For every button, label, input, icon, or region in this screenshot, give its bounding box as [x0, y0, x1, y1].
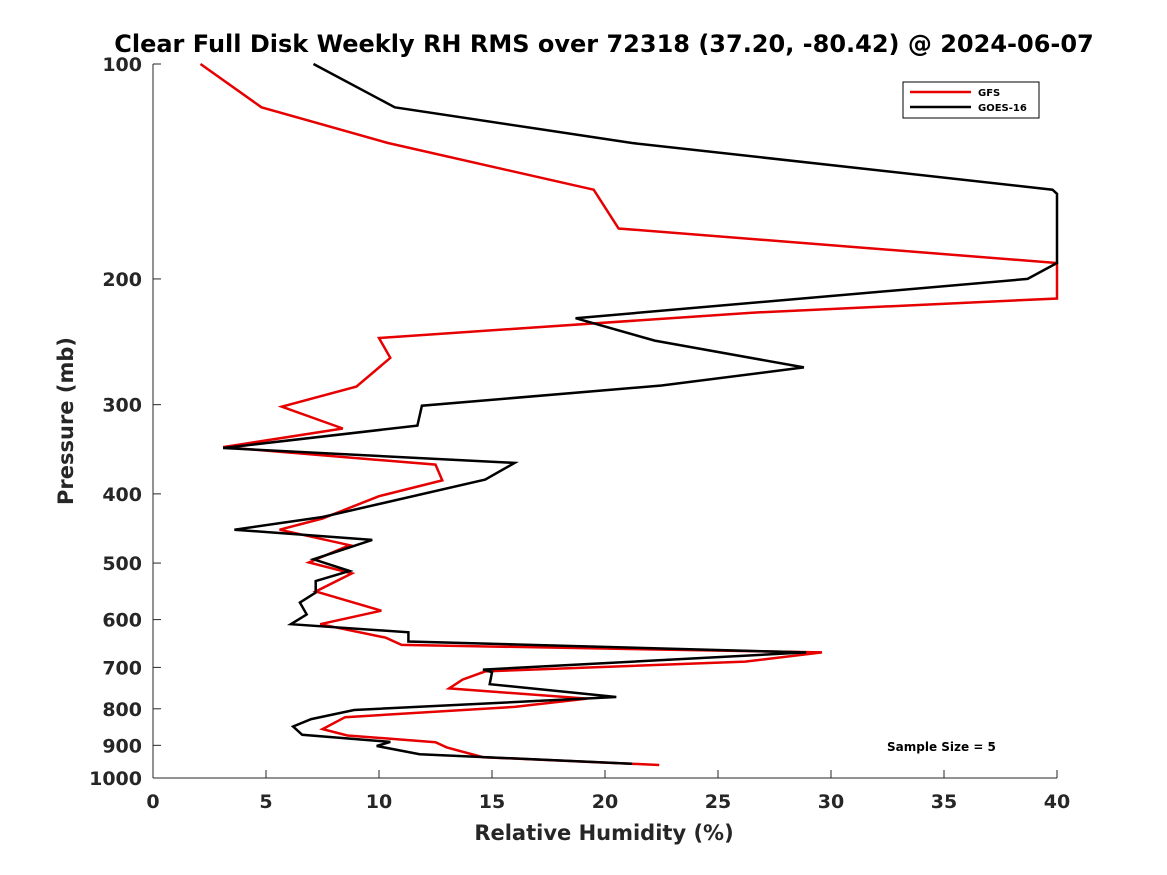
- y-tick-label: 300: [102, 395, 142, 417]
- y-tick-label: 900: [102, 735, 142, 757]
- legend-box: [902, 81, 1040, 119]
- axes: [152, 63, 1058, 779]
- y-tick-label: 500: [102, 553, 142, 575]
- y-tick-label: 700: [102, 657, 142, 679]
- legend-label-gfs: GFS: [978, 88, 1000, 99]
- y-tick-label: 200: [102, 269, 142, 291]
- x-tick-labels: 0 5 10 15 20 25 30 35 40: [146, 791, 1070, 813]
- y-axis-label: Pressure (mb): [54, 337, 78, 505]
- x-tick-label: 0: [146, 791, 159, 813]
- x-tick-label: 15: [479, 791, 505, 813]
- x-axis-label: Relative Humidity (%): [474, 821, 733, 845]
- y-tick-labels: 100 200 300 400 500 600 700 800 900 1000: [89, 54, 142, 790]
- y-tick-label: 100: [102, 54, 142, 76]
- x-tick-label: 20: [592, 791, 618, 813]
- y-tick-label: 600: [102, 610, 142, 632]
- legend-label-goes16: GOES-16: [978, 103, 1027, 114]
- series-line-gfs: [199, 62, 1059, 767]
- chart-title: Clear Full Disk Weekly RH RMS over 72318…: [114, 30, 1094, 58]
- x-tick-label: 35: [931, 791, 957, 813]
- x-tick-label: 40: [1044, 791, 1070, 813]
- sample-size-annotation: Sample Size = 5: [887, 740, 996, 754]
- x-tick-label: 5: [259, 791, 272, 813]
- legend: GFS GOES-16: [902, 81, 1040, 119]
- y-tick-label: 1000: [89, 768, 142, 790]
- y-tick-label: 800: [102, 699, 142, 721]
- x-tick-label: 25: [705, 791, 731, 813]
- y-tick-label: 400: [102, 484, 142, 506]
- x-tick-label: 10: [366, 791, 392, 813]
- series-line-goes16: [222, 62, 1059, 765]
- x-tick-label: 30: [818, 791, 844, 813]
- series-lines: [199, 62, 1059, 767]
- plot-area: [153, 64, 1057, 778]
